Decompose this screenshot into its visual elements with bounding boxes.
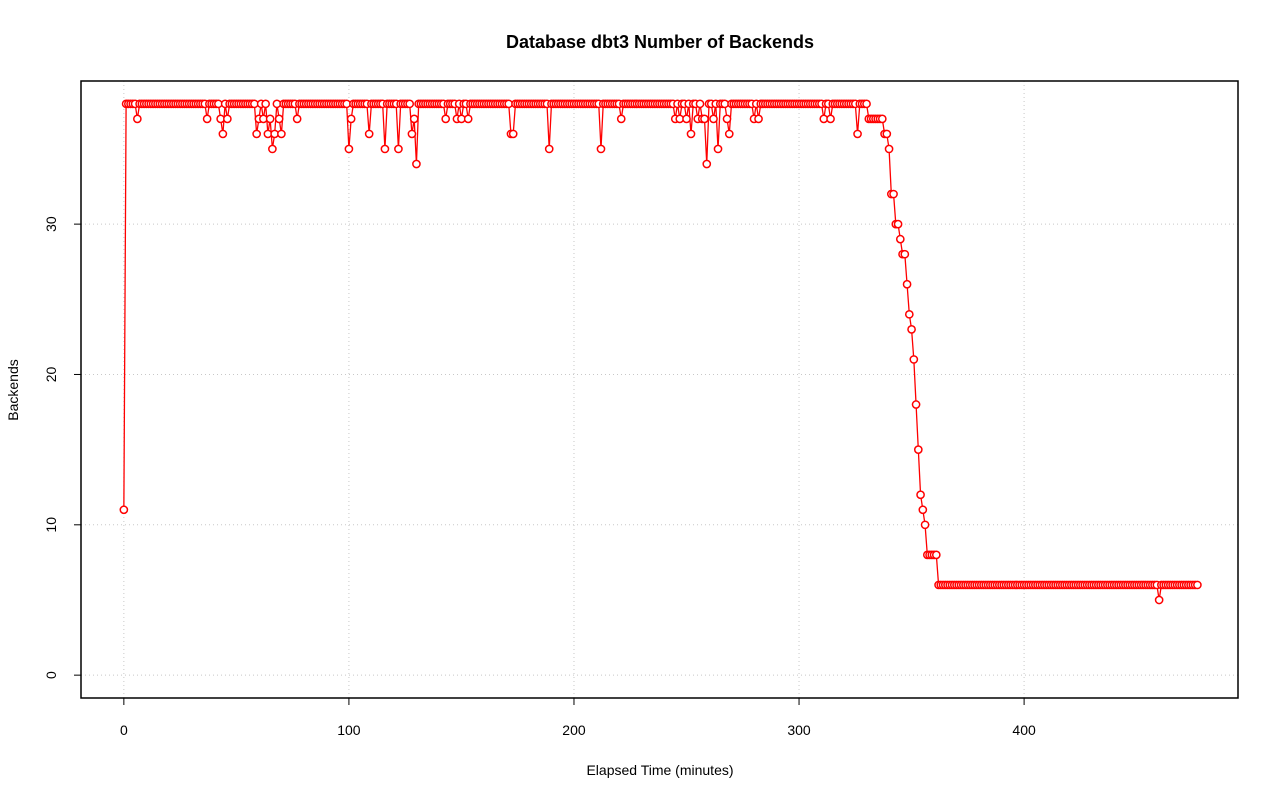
y-tick-label: 10 (43, 517, 59, 533)
data-point (709, 114, 718, 124)
data-point (702, 159, 712, 169)
data-point (904, 309, 914, 319)
data-point (700, 114, 709, 124)
x-tick-label: 200 (562, 722, 586, 738)
data-point (412, 159, 421, 169)
data-point (1154, 595, 1164, 605)
data-point (884, 144, 894, 154)
data-point (877, 114, 887, 124)
data-point (405, 99, 415, 109)
data-point (277, 129, 286, 139)
data-point (544, 144, 554, 154)
data-point (596, 144, 606, 154)
data-point (920, 520, 930, 530)
data-point (380, 144, 390, 154)
data-point (895, 234, 905, 244)
data-point (346, 114, 356, 124)
data-point (900, 249, 910, 259)
data-point (722, 114, 732, 124)
x-tick-label: 400 (1012, 722, 1036, 738)
data-point (292, 114, 302, 124)
data-point (364, 129, 374, 139)
data-point (713, 144, 723, 154)
x-axis-title: Elapsed Time (minutes) (586, 762, 733, 778)
data-point (853, 129, 862, 139)
data-point (344, 144, 354, 154)
data-point (889, 189, 898, 199)
data-point (265, 114, 275, 124)
data-point (913, 445, 923, 454)
y-tick-label: 20 (43, 366, 59, 382)
data-point (202, 114, 212, 124)
data-point (394, 144, 403, 154)
data-point (463, 114, 473, 124)
data-point (893, 219, 903, 229)
x-tick-label: 300 (787, 722, 811, 738)
data-point (902, 279, 912, 289)
plot-frame (80, 80, 1239, 699)
chart-title: Database dbt3 Number of Backends (506, 32, 814, 52)
data-point (218, 129, 228, 139)
data-point (441, 114, 451, 124)
data-point (409, 114, 419, 124)
data-point (1193, 580, 1202, 590)
data-point (686, 129, 696, 139)
data-point (682, 114, 691, 124)
data-point (119, 505, 129, 515)
data-point (616, 114, 626, 124)
data-point (916, 490, 925, 500)
data-point (907, 325, 916, 334)
data-point (862, 99, 871, 109)
data-point (826, 114, 835, 124)
data-point (918, 505, 928, 515)
data-point (261, 99, 270, 109)
data-point (508, 129, 518, 139)
x-tick-label: 0 (120, 722, 128, 738)
y-axis-title: Backends (5, 359, 21, 420)
data-point (133, 114, 142, 124)
data-point (407, 129, 417, 139)
data-point (695, 99, 705, 109)
data-point (274, 114, 284, 124)
series-line (123, 103, 1198, 601)
data-point (882, 129, 892, 139)
y-tick-label: 30 (43, 216, 59, 232)
data-point (724, 129, 734, 139)
data-point (931, 550, 941, 560)
y-tick-label: 0 (43, 671, 59, 679)
data-point (223, 114, 232, 124)
data-point (754, 114, 763, 124)
data-point (268, 144, 277, 154)
data-point (252, 129, 261, 139)
data-point (909, 355, 919, 364)
x-tick-label: 100 (337, 722, 361, 738)
data-point (911, 400, 921, 409)
